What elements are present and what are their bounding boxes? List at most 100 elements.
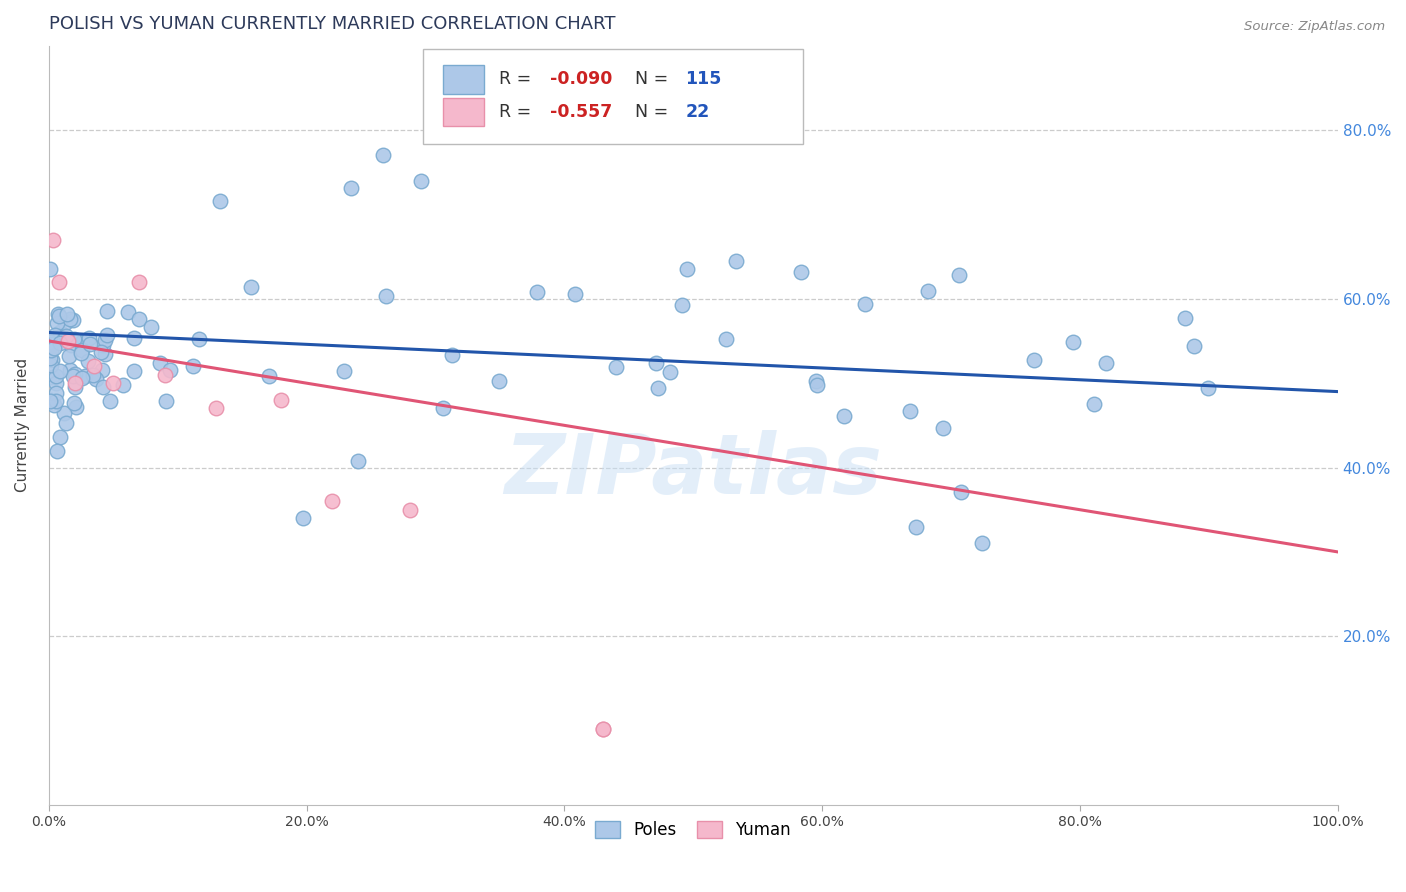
Point [488,375,510,389]
Point [90,344,112,359]
Point [291,511,314,525]
Point [605,359,627,374]
Point [1062,335,1084,350]
Point [122,364,145,378]
Point [46,307,69,321]
Point [70,346,93,360]
Point [39,262,62,277]
Point [91,337,114,351]
Point [91,380,114,394]
Point [676,262,699,277]
Text: POLISH VS YUMAN CURRENTLY MARRIED CORRELATION CHART: POLISH VS YUMAN CURRENTLY MARRIED CORREL… [49,15,616,33]
Point [1197,381,1219,395]
Point [49,325,72,339]
Point [70,371,93,385]
Point [117,305,139,319]
Point [340,181,363,195]
Text: 22: 22 [686,103,710,121]
Point [59,312,82,326]
Point [855,297,877,311]
Point [239,279,262,293]
Point [79,336,101,351]
Point [79,331,101,345]
Point [41,353,63,368]
Point [647,381,669,395]
Point [155,394,177,409]
Point [45,316,67,330]
Point [70,335,93,350]
Point [898,404,921,418]
Point [270,392,292,407]
Point [208,194,231,208]
Point [834,409,856,423]
Text: 115: 115 [686,70,721,88]
Point [257,369,280,384]
Point [42,398,65,412]
Point [62,369,84,384]
Point [63,380,86,394]
Point [82,368,104,382]
Point [39,340,62,354]
Text: R =: R = [499,70,536,88]
Point [98,393,121,408]
Point [63,367,86,381]
Point [59,363,82,377]
Point [1024,353,1046,368]
Point [592,722,614,736]
Point [671,298,693,312]
Point [56,307,79,321]
Point [41,343,63,357]
Point [205,401,228,416]
Point [905,519,928,533]
Point [62,313,84,327]
Text: N =: N = [636,70,673,88]
Point [39,393,62,408]
Point [49,430,72,444]
Point [564,287,586,301]
Text: Source: ZipAtlas.com: Source: ZipAtlas.com [1244,20,1385,33]
Point [128,311,150,326]
Point [77,354,100,368]
Point [111,378,134,392]
Point [39,393,62,408]
Point [83,359,105,374]
Legend: Poles, Yuman: Poles, Yuman [589,814,797,846]
Point [949,485,972,500]
Point [347,454,370,468]
Y-axis label: Currently Married: Currently Married [15,359,30,492]
Point [90,363,112,377]
Point [432,401,454,415]
Point [55,329,77,343]
Point [45,368,67,383]
Point [48,275,70,289]
Point [55,416,77,430]
Point [73,368,96,383]
Point [41,233,63,247]
Point [159,363,181,377]
Point [122,331,145,345]
Point [128,275,150,289]
Point [44,341,66,355]
Point [96,327,118,342]
Point [45,385,67,400]
Point [1095,356,1118,370]
Point [45,393,67,408]
Point [84,372,107,386]
Point [46,443,69,458]
Point [41,369,63,384]
Point [790,265,813,279]
Point [1184,339,1206,353]
Point [644,356,666,370]
Point [714,333,737,347]
Point [63,396,86,410]
Point [94,333,117,347]
Text: -0.557: -0.557 [550,103,613,121]
Point [56,334,79,348]
Point [409,174,432,188]
Point [103,376,125,391]
Point [374,289,396,303]
Point [49,364,72,378]
Point [592,722,614,736]
Point [53,316,76,330]
Point [45,376,67,390]
